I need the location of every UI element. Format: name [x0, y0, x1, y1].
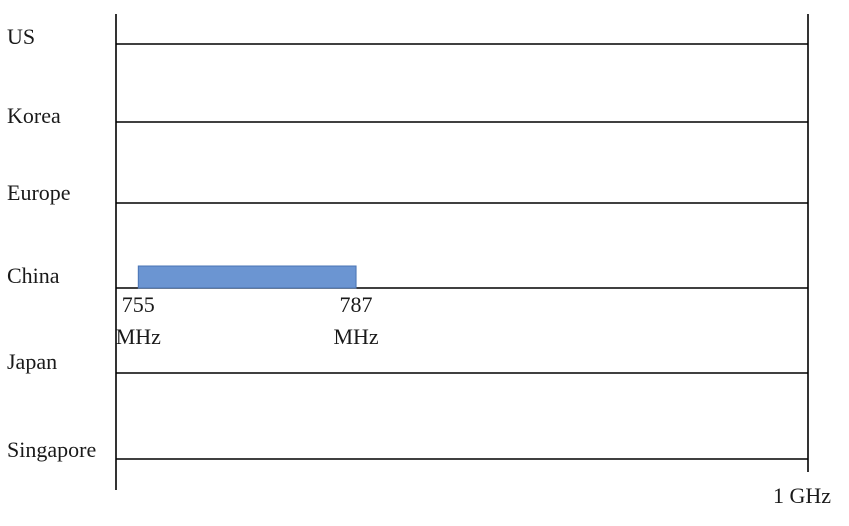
axis-end-label: 1 GHz [773, 483, 831, 508]
region-label-singapore: Singapore [7, 437, 96, 462]
region-label-europe: Europe [7, 180, 71, 205]
freq-label-end: 787 MHz [333, 292, 378, 349]
region-label-us: US [7, 24, 35, 49]
region-label-korea: Korea [7, 103, 61, 128]
region-label-japan: Japan [7, 349, 57, 374]
band-china-0 [137, 265, 357, 289]
region-label-china: China [7, 263, 60, 288]
freq-label-start: 755 MHz [116, 292, 161, 349]
